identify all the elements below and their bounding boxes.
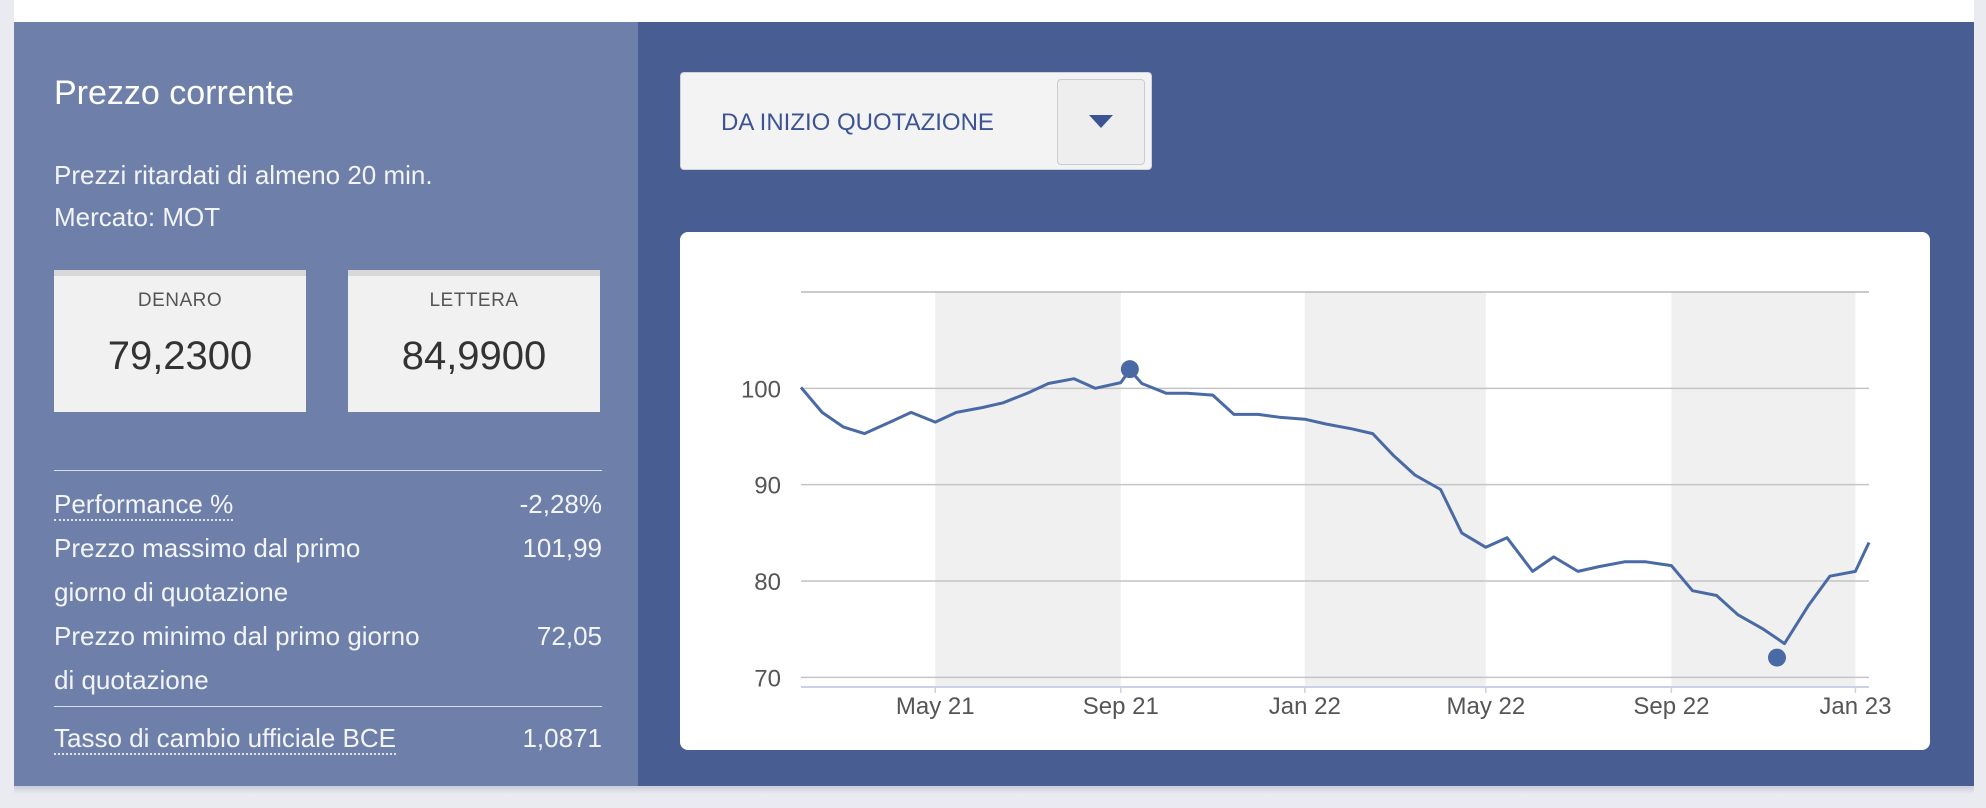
x-tick-label: Jan 23 bbox=[1819, 693, 1891, 720]
y-tick-label: 100 bbox=[741, 376, 781, 403]
max-price-value: 101,99 bbox=[522, 533, 602, 563]
price-series-line bbox=[799, 368, 1871, 646]
y-tick-label: 70 bbox=[754, 665, 781, 692]
price-chart: 70 80 90 100 May 21 Sep 21 Jan 22 May 22 Sep 22 J… bbox=[741, 291, 1891, 720]
ask-box: LETTERA 84,9900 bbox=[348, 270, 600, 412]
performance-label-text[interactable]: Performance % bbox=[54, 489, 234, 521]
bottom-shadow bbox=[14, 786, 1974, 794]
min-marker bbox=[1767, 648, 1786, 667]
divider bbox=[54, 470, 602, 471]
x-tick-label: Sep 21 bbox=[1083, 693, 1159, 720]
ask-value: 84,9900 bbox=[401, 334, 547, 378]
y-tick-label: 80 bbox=[754, 569, 781, 596]
bid-value: 79,2300 bbox=[107, 334, 253, 378]
x-tick-label: Jan 22 bbox=[1269, 693, 1341, 720]
performance-value: -2,28% bbox=[519, 489, 602, 519]
price-chart-card: 70 80 90 100 May 21 Sep 21 Jan 22 May 22 Sep 22 J… bbox=[680, 232, 1930, 750]
fx-rate-label[interactable]: Tasso di cambio ufficiale BCE bbox=[54, 716, 474, 760]
period-select-value[interactable]: DA INIZIO QUOTAZIONE bbox=[721, 109, 994, 136]
ask-label: LETTERA bbox=[429, 290, 519, 311]
x-tick-label: May 21 bbox=[896, 693, 975, 720]
performance-label[interactable]: Performance % bbox=[54, 482, 424, 526]
chart-band bbox=[1304, 292, 1486, 687]
chart-panel: DA INIZIO QUOTAZIONE 70 80 90 100 May 21 Sep … bbox=[638, 22, 1974, 786]
chart-band bbox=[935, 292, 1121, 687]
x-tick-label: May 22 bbox=[1446, 693, 1525, 720]
period-select[interactable]: DA INIZIO QUOTAZIONE bbox=[680, 72, 1152, 170]
delay-note: Prezzi ritardati di almeno 20 min. bbox=[54, 160, 433, 190]
fx-rate-value: 1,0871 bbox=[522, 723, 602, 753]
max-price-label: Prezzo massimo dal primo giorno di quota… bbox=[54, 533, 361, 607]
min-price-label: Prezzo minimo dal primo giorno di quotaz… bbox=[54, 621, 420, 695]
market-label: Mercato: MOT bbox=[54, 202, 221, 232]
bid-label: DENARO bbox=[137, 290, 223, 311]
max-marker bbox=[1120, 360, 1139, 379]
panel-title: Prezzo corrente bbox=[54, 74, 294, 112]
top-bar bbox=[14, 0, 1974, 22]
chart-band bbox=[1671, 292, 1856, 687]
chevron-down-icon bbox=[1089, 115, 1113, 128]
bid-box: DENARO 79,2300 bbox=[54, 270, 306, 412]
x-tick-label: Sep 22 bbox=[1633, 693, 1709, 720]
current-price-panel: Prezzo corrente Prezzi ritardati di alme… bbox=[14, 22, 638, 786]
divider bbox=[54, 706, 602, 707]
fx-rate-label-text[interactable]: Tasso di cambio ufficiale BCE bbox=[54, 723, 397, 755]
period-select-toggle[interactable] bbox=[1057, 79, 1145, 165]
min-price-value: 72,05 bbox=[536, 621, 602, 651]
y-tick-label: 90 bbox=[754, 473, 781, 500]
